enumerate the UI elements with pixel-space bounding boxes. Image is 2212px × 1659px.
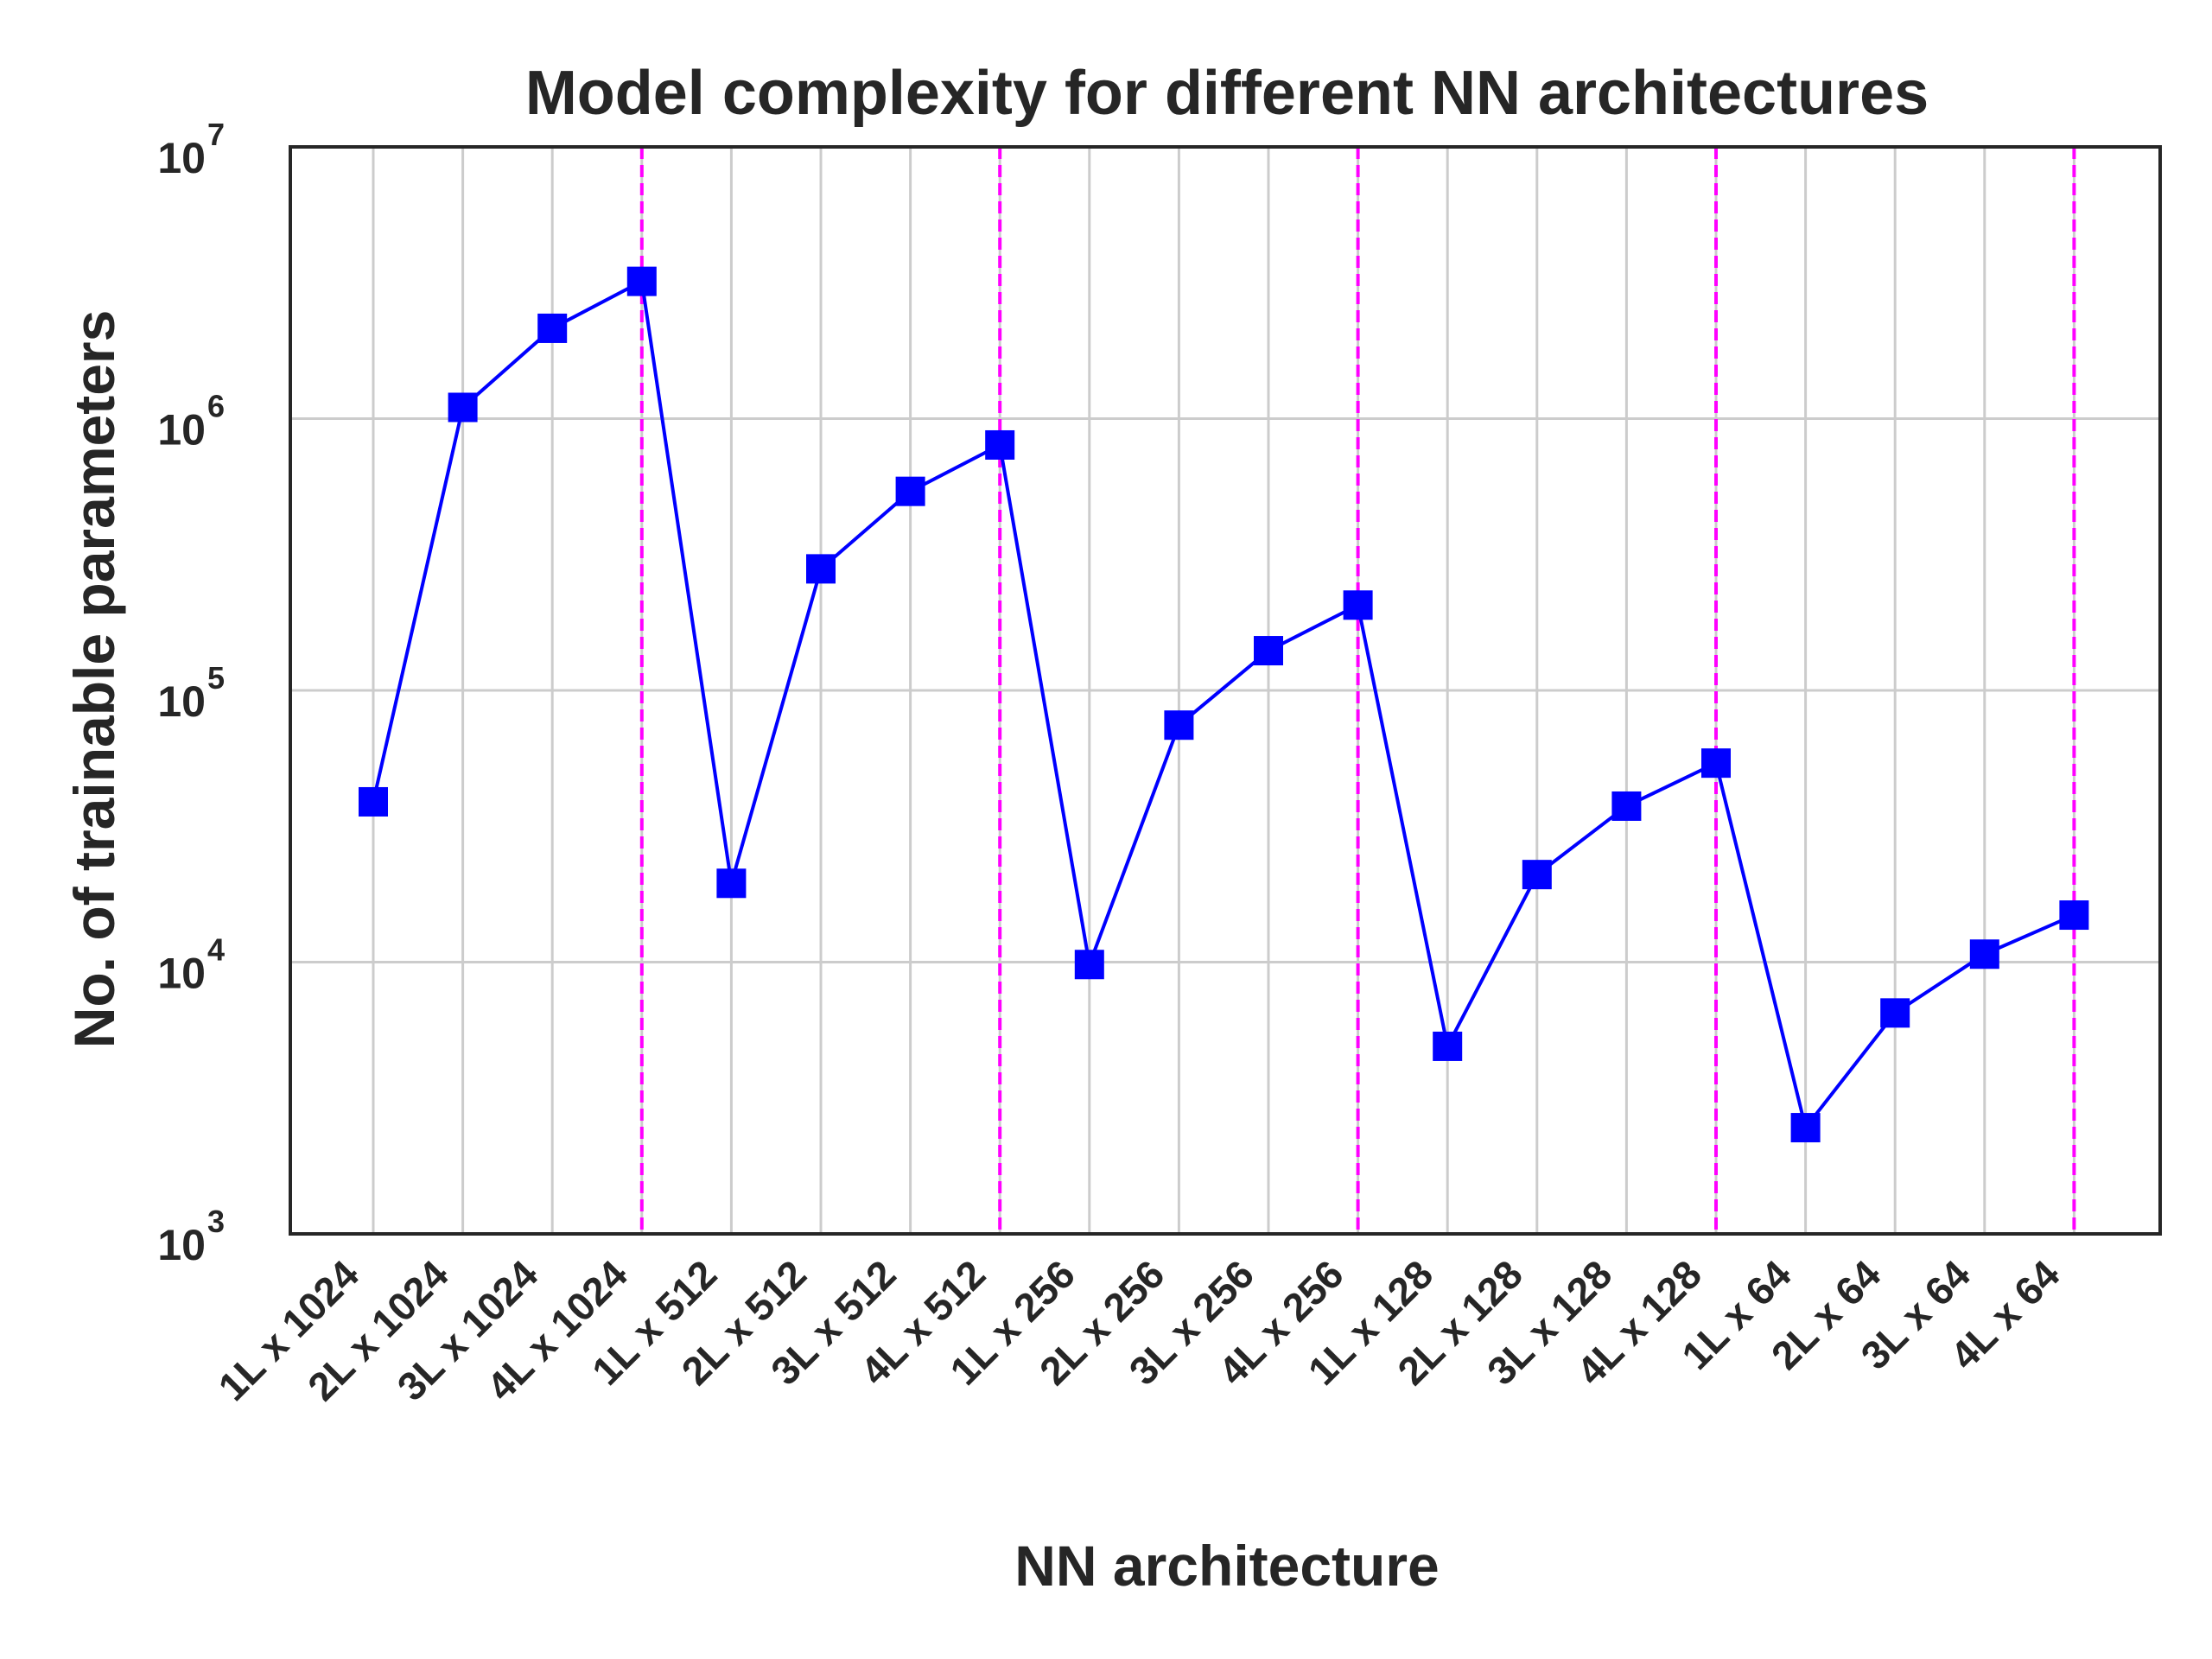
y-tick-exponent: 4 [207, 932, 225, 968]
y-tick-base: 10 [157, 406, 206, 454]
data-point [716, 868, 747, 899]
data-point [1790, 1113, 1821, 1143]
chart-title: Model complexity for different NN archit… [525, 59, 1929, 128]
data-point [1343, 590, 1373, 620]
data-point [537, 313, 568, 343]
y-tick-exponent: 7 [207, 117, 225, 152]
y-tick-label: 10 3 [157, 1204, 225, 1269]
data-point [1433, 1031, 1463, 1061]
y-tick-label: 10 6 [157, 389, 225, 454]
data-point [1969, 939, 1999, 969]
y-tick-exponent: 5 [207, 660, 225, 696]
data-point [1254, 636, 1283, 666]
data-point [1611, 791, 1642, 821]
data-point [1074, 950, 1104, 980]
data-point [2059, 900, 2089, 931]
data-point [448, 392, 478, 423]
data-point [626, 266, 657, 296]
data-point [985, 429, 1015, 460]
data-point [1164, 710, 1194, 741]
y-tick-exponent: 3 [207, 1204, 225, 1239]
y-tick-exponent: 6 [207, 389, 225, 424]
y-tick-label: 10 4 [157, 932, 225, 998]
y-axis-label: No. of trainable parameters [62, 310, 126, 1049]
y-tick-label: 10 5 [157, 660, 225, 726]
grid [290, 145, 2160, 1236]
y-tick-base: 10 [157, 677, 206, 726]
data-point [806, 554, 836, 584]
data-point [1522, 860, 1552, 890]
plot-area [289, 145, 2162, 1236]
y-tick-base: 10 [157, 1221, 206, 1269]
series-line [372, 278, 2075, 1132]
data-point [1701, 748, 1731, 779]
y-tick-base: 10 [157, 950, 206, 998]
plot-frame [289, 145, 2162, 1236]
x-axis-label: NN architecture [1014, 1534, 1440, 1598]
series [359, 266, 2089, 1143]
y-tick-base: 10 [157, 134, 206, 182]
y-tick-label: 10 7 [157, 117, 225, 182]
data-point [1880, 998, 1910, 1028]
data-point [359, 786, 388, 817]
data-point [895, 476, 925, 506]
